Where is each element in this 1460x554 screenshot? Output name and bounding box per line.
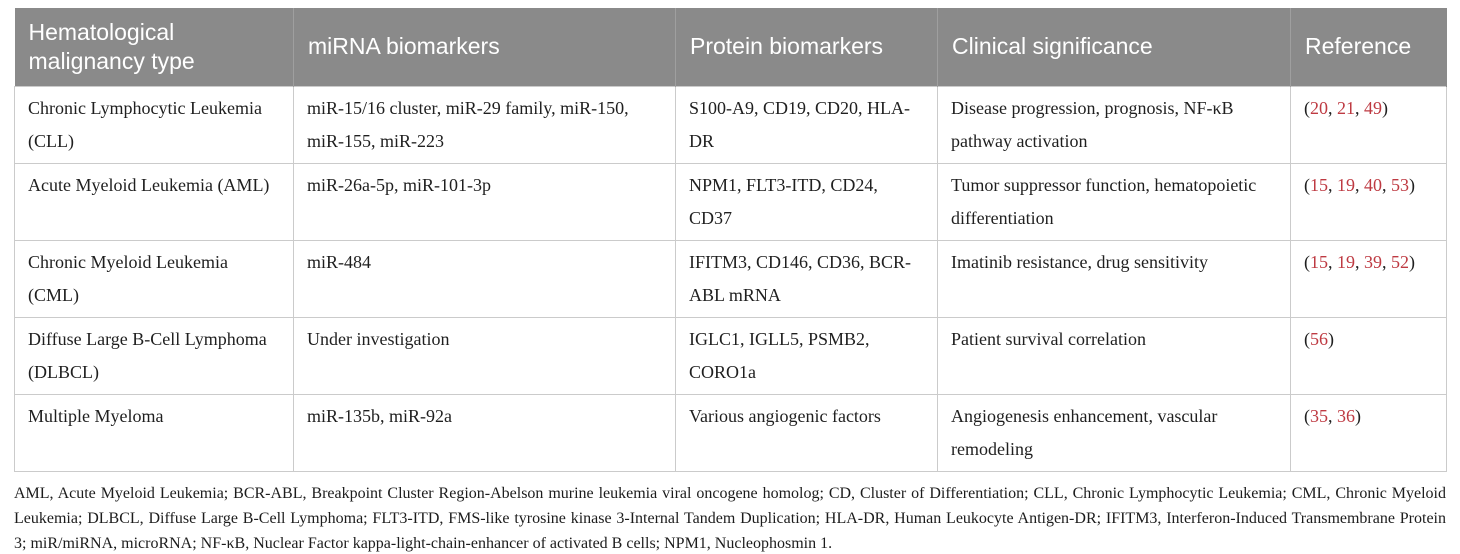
cell-reference: (56) bbox=[1290, 316, 1447, 395]
reference-citation-link[interactable]: 36 bbox=[1337, 405, 1355, 426]
table-row: Multiple Myeloma miR-135b, miR-92a Various… bbox=[14, 393, 1447, 472]
cell-reference: (15, 19, 39, 52) bbox=[1290, 239, 1447, 318]
reference-citation-link[interactable]: 35 bbox=[1310, 405, 1328, 426]
cell-mirna-biomarkers: miR-26a-5p, miR-101-3p bbox=[293, 162, 676, 241]
reference-citation-link[interactable]: 40 bbox=[1364, 174, 1382, 195]
cell-protein-biomarkers: IFITM3, CD146, CD36, BCR-ABL mRNA bbox=[675, 239, 938, 318]
cell-reference: (15, 19, 40, 53) bbox=[1290, 162, 1447, 241]
cell-reference: (35, 36) bbox=[1290, 393, 1447, 472]
cell-clinical-significance: Angiogenesis enhancement, vascular remod… bbox=[937, 393, 1291, 472]
cell-malignancy-type: Multiple Myeloma bbox=[14, 393, 294, 472]
cell-clinical-significance: Tumor suppressor function, hematopoietic… bbox=[937, 162, 1291, 241]
table-footnote: AML, Acute Myeloid Leukemia; BCR-ABL, Br… bbox=[14, 484, 1446, 552]
reference-citation-link[interactable]: 56 bbox=[1310, 328, 1328, 349]
biomarker-table: Hematological malignancy type miRNA bioma… bbox=[14, 8, 1447, 472]
column-header-protein-biomarkers: Protein biomarkers bbox=[675, 8, 938, 86]
reference-citation-link[interactable]: 39 bbox=[1364, 251, 1382, 272]
reference-citation-link[interactable]: 15 bbox=[1310, 174, 1328, 195]
cell-mirna-biomarkers: miR-484 bbox=[293, 239, 676, 318]
reference-citation-link[interactable]: 53 bbox=[1391, 174, 1409, 195]
table-row: Chronic Myeloid Leukemia (CML) miR-484 IFI… bbox=[14, 239, 1447, 318]
cell-clinical-significance: Patient survival correlation bbox=[937, 316, 1291, 395]
column-header-reference: Reference bbox=[1290, 8, 1447, 86]
cell-mirna-biomarkers: miR-135b, miR-92a bbox=[293, 393, 676, 472]
column-header-clinical-significance: Clinical significance bbox=[937, 8, 1291, 86]
table-row: Acute Myeloid Leukemia (AML) miR-26a-5p, … bbox=[14, 162, 1447, 241]
cell-malignancy-type: Diffuse Large B-Cell Lymphoma (DLBCL) bbox=[14, 316, 294, 395]
cell-mirna-biomarkers: miR-15/16 cluster, miR-29 family, miR-15… bbox=[293, 85, 676, 164]
reference-citation-link[interactable]: 21 bbox=[1337, 97, 1355, 118]
cell-malignancy-type: Chronic Lymphocytic Leukemia (CLL) bbox=[14, 85, 294, 164]
table-row: Chronic Lymphocytic Leukemia (CLL) miR-15… bbox=[14, 85, 1447, 164]
reference-citation-link[interactable]: 15 bbox=[1310, 251, 1328, 272]
column-header-malignancy-type: Hematological malignancy type bbox=[14, 8, 294, 86]
cell-clinical-significance: Imatinib resistance, drug sensitivity bbox=[937, 239, 1291, 318]
cell-protein-biomarkers: Various angiogenic factors bbox=[675, 393, 938, 472]
reference-citation-link[interactable]: 20 bbox=[1310, 97, 1328, 118]
cell-malignancy-type: Acute Myeloid Leukemia (AML) bbox=[14, 162, 294, 241]
table-row: Diffuse Large B-Cell Lymphoma (DLBCL) Und… bbox=[14, 316, 1447, 395]
cell-protein-biomarkers: IGLC1, IGLL5, PSMB2, CORO1a bbox=[675, 316, 938, 395]
cell-mirna-biomarkers: Under investigation bbox=[293, 316, 676, 395]
cell-malignancy-type: Chronic Myeloid Leukemia (CML) bbox=[14, 239, 294, 318]
header-row: Hematological malignancy type miRNA bioma… bbox=[14, 8, 1447, 86]
reference-citation-link[interactable]: 49 bbox=[1364, 97, 1382, 118]
reference-citation-link[interactable]: 52 bbox=[1391, 251, 1409, 272]
cell-protein-biomarkers: S100-A9, CD19, CD20, HLA-DR bbox=[675, 85, 938, 164]
reference-citation-link[interactable]: 19 bbox=[1337, 251, 1355, 272]
column-header-mirna-biomarkers: miRNA biomarkers bbox=[293, 8, 676, 86]
reference-citation-link[interactable]: 19 bbox=[1337, 174, 1355, 195]
cell-clinical-significance: Disease progression, prognosis, NF-κB pa… bbox=[937, 85, 1291, 164]
cell-protein-biomarkers: NPM1, FLT3-ITD, CD24, CD37 bbox=[675, 162, 938, 241]
cell-reference: (20, 21, 49) bbox=[1290, 85, 1447, 164]
